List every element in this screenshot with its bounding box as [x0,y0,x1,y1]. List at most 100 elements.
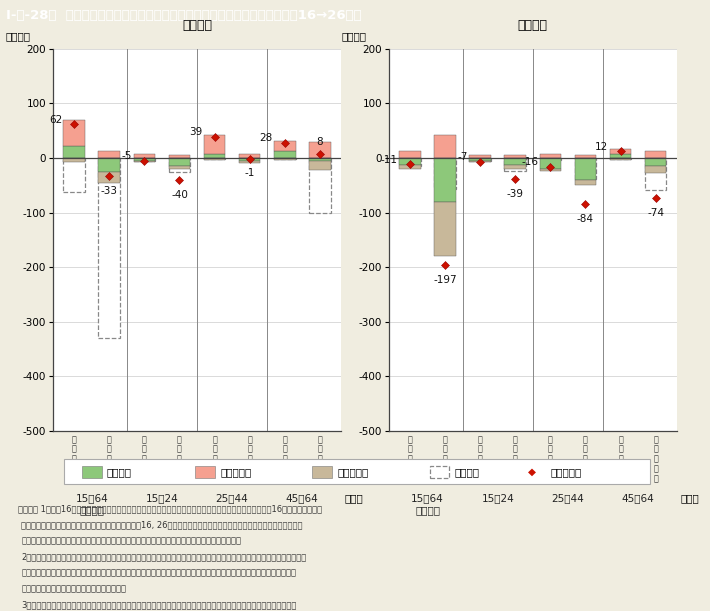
Bar [610,149,631,153]
Text: 東
京
圏
以
外: 東 京 圏 以 外 [583,435,588,483]
Bar [274,158,295,160]
Bar [204,158,226,160]
Text: I-特-28図  年齢階級別に見た圏域別・就業状態別の人口増減（男女別，平成16→26年）: I-特-28図 年齢階級別に見た圏域別・就業状態別の人口増減（男女別，平成16→… [6,9,361,23]
Bar [168,166,190,169]
Bar [504,155,526,158]
Bar [469,155,491,158]
Bar [399,164,421,169]
Text: 東
京
圏
以
外: 東 京 圏 以 外 [177,435,182,483]
Bar [309,142,331,158]
Bar [645,152,667,158]
Bar [610,158,631,160]
Text: 東
京
圏: 東 京 圏 [283,435,287,464]
Bar [168,158,190,172]
Text: 東
京
圏
以
外: 東 京 圏 以 外 [443,435,447,483]
Text: （歳）: （歳） [680,494,699,503]
Text: 正規雇用: 正規雇用 [106,467,131,477]
Text: ◆: ◆ [528,467,536,477]
Text: の値は，総務省「労働力調査（基本集計）」（平成16, 26年平均）より作成。「労働力調査（詳細集計）」と「労働力: の値は，総務省「労働力調査（基本集計）」（平成16, 26年平均）より作成。「労… [21,521,302,530]
Text: 東
京
圏
以
外: 東 京 圏 以 外 [317,435,322,483]
Text: （歳）: （歳） [344,494,363,503]
Bar [133,158,155,161]
Text: -16: -16 [521,158,538,167]
Bar [274,158,295,159]
Text: 非就業者: 非就業者 [454,467,479,477]
Bar [63,120,85,146]
Bar [239,158,261,161]
Bar [435,158,456,202]
Text: 東
京
圏: 東 京 圏 [142,435,147,464]
Bar [540,169,562,171]
Text: 45〜64: 45〜64 [622,494,655,503]
Text: 「完全失業者」と「非労働力人口」の合計。: 「完全失業者」と「非労働力人口」の合計。 [21,584,126,593]
Text: 自営業主等: 自営業主等 [337,467,368,477]
Text: （備考） 1．平成16年の「正規雇用」及び「非正規雇用」の値は，総務省「労働力調査（詳細集計）」（平成16年平均），その他: （備考） 1．平成16年の「正規雇用」及び「非正規雇用」の値は，総務省「労働力調… [18,505,322,514]
Bar [204,134,226,153]
Text: 8: 8 [317,137,323,147]
Bar [274,152,295,158]
Bar [63,146,85,158]
Bar [399,152,421,158]
Text: 28: 28 [259,133,273,144]
Text: -40: -40 [171,189,188,200]
Bar [504,158,526,164]
Text: -197: -197 [433,276,457,285]
Bar [399,158,421,164]
Bar [239,161,261,163]
Bar [168,155,190,158]
Text: 12: 12 [595,142,608,152]
Text: 調査（基本集計）」では，調査方法，標本設計等が異なるため，時系列比較には留意を要する。: 調査（基本集計）」では，調査方法，標本設計等が異なるため，時系列比較には留意を要… [21,536,241,546]
Bar [469,161,491,162]
Bar [63,158,85,163]
Bar [204,153,226,158]
Text: -39: -39 [507,189,524,199]
Text: 東
京
圏: 東 京 圏 [72,435,77,464]
Bar [99,158,120,338]
Text: 東
京
圏
以
外: 東 京 圏 以 外 [107,435,111,483]
Bar [309,158,331,213]
Text: 2．「正規雇用」は「正規の職員・従業員」，「非正規雇用」は「非正規の職員・従業員」。「自営業主等」は「自営業主」，: 2．「正規雇用」は「正規の職員・従業員」，「非正規雇用」は「非正規の職員・従業員… [21,552,307,562]
Bar [99,152,120,158]
Text: 就業者増減: 就業者増減 [550,467,581,477]
Bar [645,166,667,173]
Text: -84: -84 [577,214,594,224]
Text: 15〜64
（合計）: 15〜64 （合計） [75,494,108,515]
Bar [309,158,331,161]
Text: 「家族従業者」，「役員」等であり，「就業者数」－（「正規雇用」＋「非正規雇用」）により算出。「非就業者」は，: 「家族従業者」，「役員」等であり，「就業者数」－（「正規雇用」＋「非正規雇用」）… [21,568,296,577]
Text: 3．「東京圏」は，「南関東」（埼玉県，千葉県，東京都，神奈川県）の値を用いている。「東京圏以外」は，全国の値か: 3．「東京圏」は，「南関東」（埼玉県，千葉県，東京都，神奈川県）の値を用いている… [21,600,297,609]
Bar [63,158,85,192]
Text: -11: -11 [381,155,398,164]
Text: 東
京
圏: 東 京 圏 [408,435,413,464]
Bar [574,158,596,179]
Text: 〈女性〉: 〈女性〉 [182,19,212,32]
Bar [540,153,562,158]
Bar [309,161,331,170]
Bar [469,158,491,161]
Bar [204,158,226,159]
Text: -74: -74 [647,208,664,218]
Bar [469,158,491,161]
Bar [274,141,295,152]
Text: 東
京
圏: 東 京 圏 [548,435,553,464]
Text: -7: -7 [458,152,468,163]
Text: -1: -1 [244,169,255,178]
Bar [99,158,120,172]
Bar [610,153,631,158]
Bar [168,158,190,166]
Text: -33: -33 [101,186,118,196]
Bar [435,135,456,158]
Text: 東
京
圏
以
外: 東 京 圏 以 外 [513,435,518,483]
Text: 39: 39 [189,127,202,137]
Bar [540,158,562,160]
Bar [574,158,596,180]
Text: 25〜44: 25〜44 [216,494,248,503]
Text: 東
京
圏
以
外: 東 京 圏 以 外 [247,435,252,483]
Bar [540,158,562,169]
Text: （万人）: （万人） [6,31,31,42]
Text: 45〜64: 45〜64 [286,494,319,503]
Bar [399,158,421,166]
Bar [133,153,155,158]
Bar [574,180,596,185]
Text: 東
京
圏: 東 京 圏 [478,435,483,464]
Bar [435,158,456,189]
